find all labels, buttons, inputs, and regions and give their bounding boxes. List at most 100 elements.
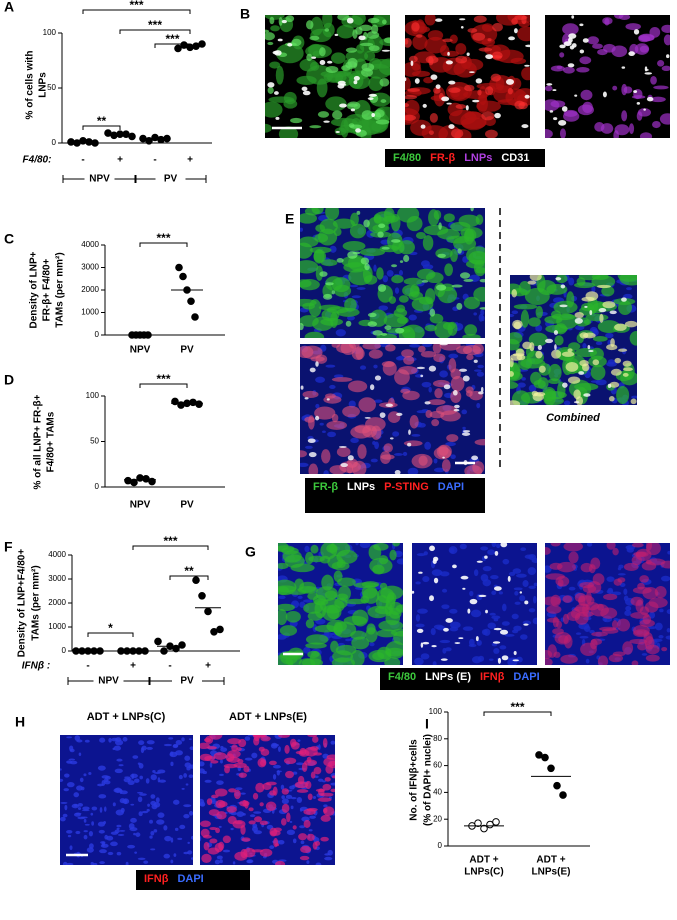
micrograph — [300, 208, 485, 338]
stain — [654, 622, 663, 631]
stain — [332, 218, 355, 229]
stain — [214, 859, 220, 865]
stain — [537, 345, 542, 351]
stain — [367, 17, 380, 24]
stain — [342, 405, 360, 418]
stain — [329, 384, 336, 390]
stain — [233, 762, 247, 768]
stain — [550, 100, 566, 108]
x-tick-label: + — [117, 155, 123, 166]
stain — [326, 398, 330, 401]
stain — [378, 58, 390, 76]
stain — [299, 825, 306, 829]
panel-label: F — [4, 539, 13, 555]
legend-item: DAPI — [513, 671, 539, 683]
stain — [545, 547, 551, 555]
stain — [590, 639, 598, 650]
stain — [253, 830, 263, 835]
stain — [428, 130, 434, 135]
stain — [232, 861, 236, 865]
stain — [469, 590, 474, 597]
significance-bracket — [82, 9, 191, 14]
x-tick-label: ADT + — [536, 855, 565, 866]
stain — [347, 380, 368, 393]
stain — [378, 223, 386, 229]
x-tick-label: ADT + — [469, 855, 498, 866]
stain — [433, 209, 442, 220]
stain — [547, 378, 561, 385]
stain — [561, 351, 575, 357]
stain — [461, 432, 471, 436]
stain — [455, 55, 468, 64]
significance-label: *** — [129, 0, 143, 12]
stain — [624, 320, 637, 328]
stain — [609, 310, 617, 315]
stain — [414, 657, 424, 665]
stain — [325, 208, 340, 221]
stain — [535, 305, 543, 319]
stain — [218, 801, 228, 808]
stain — [188, 764, 193, 769]
stain — [442, 38, 453, 43]
image-title: ADT + LNPs(E) — [229, 711, 307, 723]
data-point — [204, 607, 212, 616]
stain — [469, 71, 475, 74]
stain — [308, 463, 319, 474]
stain — [646, 543, 653, 551]
stain — [139, 793, 147, 796]
stain — [473, 312, 478, 316]
stain — [502, 603, 507, 612]
stain — [448, 87, 461, 93]
stain — [315, 862, 322, 865]
stain — [246, 859, 253, 864]
stain — [231, 744, 238, 752]
stain — [309, 35, 320, 41]
stain — [118, 764, 124, 767]
stain — [532, 617, 537, 625]
stain — [236, 811, 245, 817]
stain — [379, 582, 388, 590]
stain — [172, 744, 179, 749]
stain — [442, 456, 445, 459]
stain — [621, 66, 626, 69]
stain — [168, 737, 174, 740]
stain — [581, 296, 595, 302]
stain — [124, 776, 131, 779]
stain — [637, 582, 645, 590]
stain — [472, 99, 480, 103]
stain — [133, 778, 140, 783]
stain — [138, 811, 143, 817]
stain — [631, 555, 643, 566]
stain — [481, 315, 485, 322]
stain — [592, 359, 600, 366]
stain — [137, 791, 144, 794]
stain — [302, 390, 319, 399]
stain — [352, 251, 361, 255]
stain — [312, 795, 317, 800]
stain — [326, 543, 338, 553]
stain — [619, 275, 637, 286]
stain — [69, 845, 73, 851]
stain — [602, 91, 607, 98]
stain — [559, 304, 568, 308]
stain — [417, 608, 428, 614]
data-point — [110, 131, 118, 140]
legend-item: DAPI — [438, 481, 464, 493]
x-tick-label: + — [130, 661, 136, 672]
stain — [513, 651, 517, 656]
stain — [283, 757, 297, 765]
stain — [315, 361, 319, 367]
stain — [92, 862, 98, 865]
legend-item: P-STING — [384, 481, 429, 493]
stain — [244, 736, 251, 741]
stain — [300, 227, 304, 232]
stain — [504, 634, 515, 637]
stain — [158, 779, 166, 783]
stain — [278, 595, 286, 600]
stain — [153, 829, 158, 833]
stain — [424, 441, 432, 450]
stain — [460, 26, 464, 29]
stain — [285, 794, 293, 799]
x-tick-label: - — [168, 661, 171, 672]
stain — [289, 785, 295, 790]
